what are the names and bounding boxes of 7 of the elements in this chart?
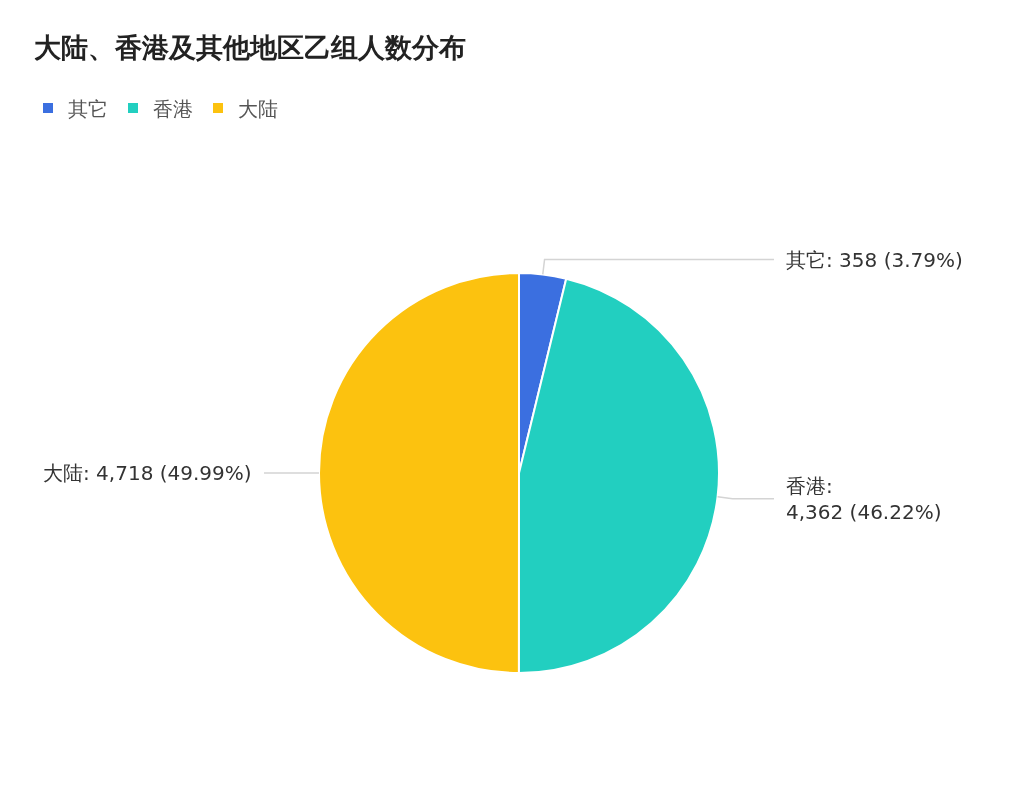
legend-label: 其它 bbox=[68, 96, 108, 121]
data-label: 大陆: 4,718 (49.99%) bbox=[43, 461, 252, 485]
data-label: 其它: 358 (3.79%) bbox=[786, 248, 963, 272]
chart-title: 大陆、香港及其他地区乙组人数分布 bbox=[34, 32, 466, 64]
legend-label: 大陆 bbox=[238, 96, 278, 121]
data-label: 香港: 4,362 (46.22%) bbox=[786, 474, 942, 524]
legend-label: 香港 bbox=[153, 96, 193, 121]
